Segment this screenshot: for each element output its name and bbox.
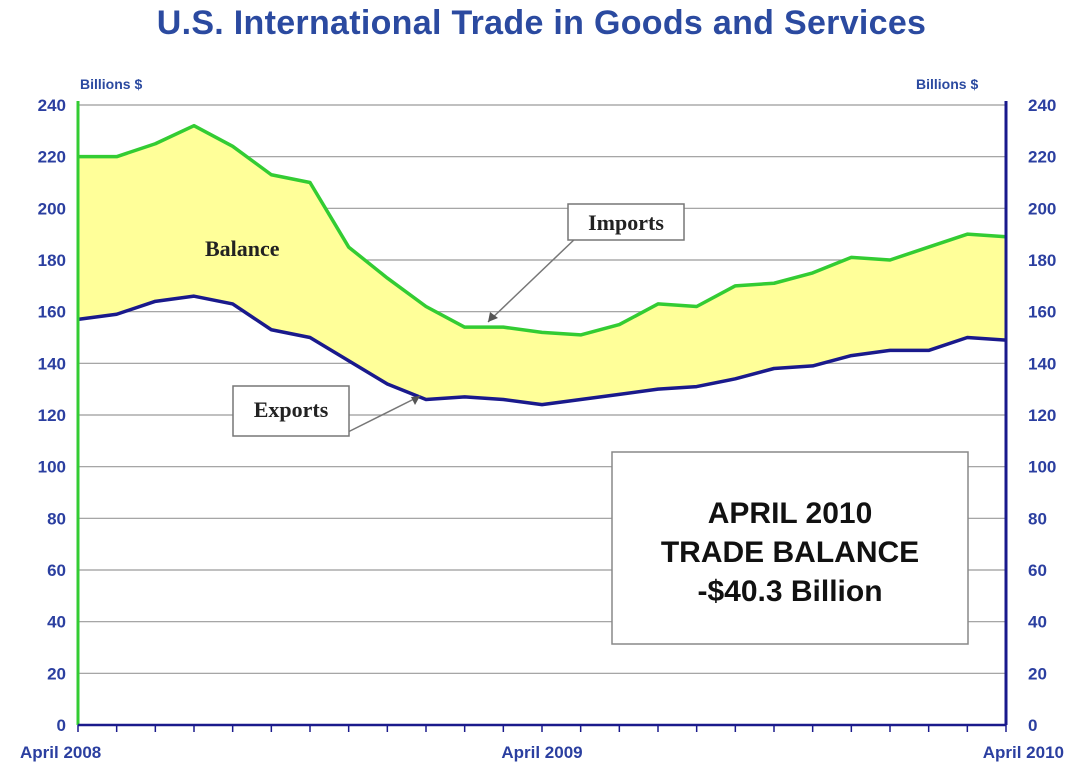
exports-callout-leader bbox=[347, 395, 421, 433]
balance-area bbox=[78, 125, 1006, 405]
y-tick-label-left: 60 bbox=[47, 561, 66, 580]
x-tick-label: April 2009 bbox=[501, 743, 582, 762]
x-tick-label: April 2010 bbox=[983, 743, 1064, 762]
x-tick-label: April 2008 bbox=[20, 743, 101, 762]
y-tick-label-right: 60 bbox=[1028, 561, 1047, 580]
exports-label: Exports bbox=[254, 397, 329, 422]
trade-balance-note-box bbox=[611, 451, 969, 645]
y-tick-label-right: 180 bbox=[1028, 251, 1056, 270]
y-tick-label-left: 100 bbox=[38, 458, 66, 477]
imports-arrowhead bbox=[488, 312, 498, 322]
y-tick-label-right: 240 bbox=[1028, 96, 1056, 115]
y-tick-label-left: 140 bbox=[38, 354, 66, 373]
y-tick-label-left: 200 bbox=[38, 199, 66, 218]
note-line-3: -$40.3 Billion bbox=[697, 575, 882, 608]
note-line-2: TRADE BALANCE bbox=[661, 536, 919, 569]
chart-title: U.S. International Trade in Goods and Se… bbox=[156, 4, 927, 42]
y-tick-label-left: 160 bbox=[38, 303, 66, 322]
exports-line bbox=[77, 294, 1007, 407]
left-axis-unit-label: Billions $ bbox=[80, 76, 143, 92]
y-tick-label-left: 40 bbox=[47, 613, 66, 632]
y-tick-label-right: 80 bbox=[1028, 509, 1047, 528]
y-tick-label-left: 180 bbox=[38, 251, 66, 270]
imports-label: Imports bbox=[588, 210, 664, 235]
y-tick-label-right: 220 bbox=[1028, 148, 1056, 167]
y-tick-label-left: 20 bbox=[47, 664, 66, 683]
y-tick-label-left: 80 bbox=[47, 509, 66, 528]
note-line-1: APRIL 2010 bbox=[708, 497, 873, 530]
balance-label: Balance bbox=[205, 236, 280, 261]
y-tick-label-right: 40 bbox=[1028, 613, 1047, 632]
imports-callout-leader bbox=[487, 235, 579, 323]
imports-callout-box bbox=[567, 203, 685, 241]
exports-arrowhead bbox=[411, 396, 420, 405]
exports-callout-box bbox=[232, 385, 350, 437]
y-tick-label-left: 120 bbox=[38, 406, 66, 425]
y-tick-label-left: 240 bbox=[38, 96, 66, 115]
imports-line bbox=[78, 123, 1007, 337]
y-tick-label-right: 100 bbox=[1028, 458, 1056, 477]
y-tick-label-left: 220 bbox=[38, 148, 66, 167]
y-tick-label-right: 20 bbox=[1028, 664, 1047, 683]
y-tick-label-right: 200 bbox=[1028, 199, 1056, 218]
y-tick-label-left: 0 bbox=[57, 716, 66, 735]
y-tick-label-right: 160 bbox=[1028, 303, 1056, 322]
y-tick-label-right: 140 bbox=[1028, 354, 1056, 373]
right-axis-unit-label: Billions $ bbox=[916, 76, 979, 92]
y-tick-label-right: 0 bbox=[1028, 716, 1037, 735]
y-tick-label-right: 120 bbox=[1028, 406, 1056, 425]
